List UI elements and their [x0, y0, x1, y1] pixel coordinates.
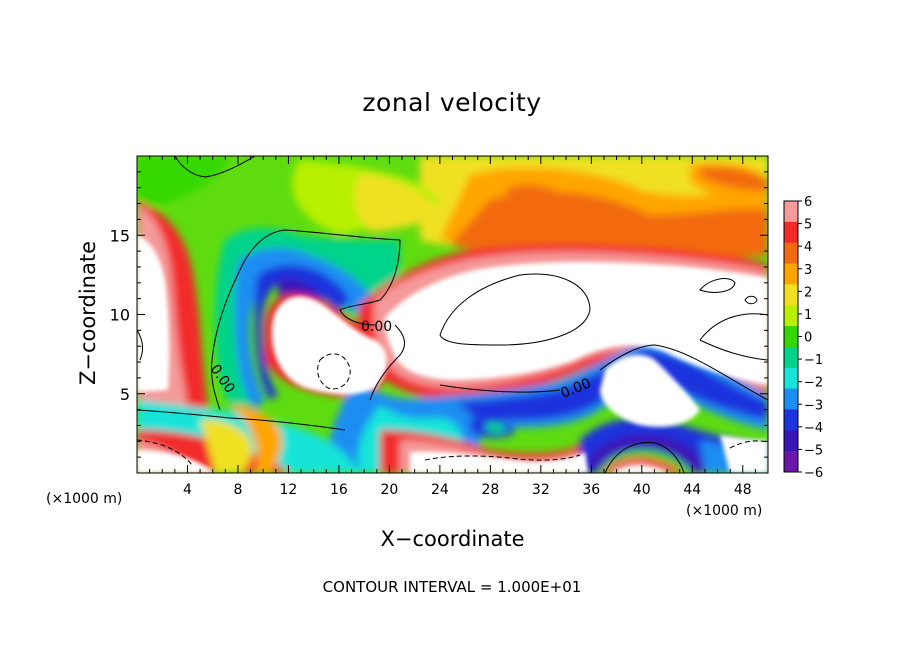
y-tick-label: 15	[110, 226, 130, 245]
colorbar-tick-label: 2	[804, 285, 812, 300]
colorbar-tick-label: −2	[804, 376, 823, 391]
colorbar-swatch	[784, 346, 798, 369]
colorbar-swatch	[784, 284, 798, 306]
chart-title: zonal velocity	[362, 88, 542, 117]
colorbar-swatch	[784, 451, 798, 473]
contour-interval-note: CONTOUR INTERVAL = 1.000E+01	[322, 578, 582, 596]
colorbar-swatch	[784, 430, 798, 452]
x-axis-label: X−coordinate	[380, 527, 525, 551]
x-tick-label: 36	[582, 482, 600, 498]
heatmap-field	[137, 156, 768, 473]
colorbar-swatch	[784, 221, 798, 244]
colorbar-tick-label: −4	[804, 421, 823, 436]
x-tick-label: 40	[633, 482, 651, 498]
x-tick-label: 48	[734, 482, 752, 498]
colorbar-tick-label: −5	[804, 443, 823, 458]
x-axis: 4 8 12 16 20 24 28 32 36 40 44 48	[149, 156, 756, 498]
colorbar-swatch	[784, 263, 798, 285]
colorbar-swatch	[784, 326, 798, 348]
x-tick-label: 8	[233, 482, 242, 498]
colorbar-tick-label: −6	[804, 466, 823, 481]
colorbar: 6 5 4 3 2 1 0 −1 −2 −3 −4 −5 −6	[783, 195, 823, 481]
colorbar-swatch	[784, 367, 798, 390]
x-tick-label: 4	[183, 482, 192, 498]
x-tick-label: 20	[380, 482, 398, 498]
colorbar-tick-label: −1	[804, 353, 823, 368]
x-tick-label: 16	[330, 482, 348, 498]
colorbar-tick-label: 6	[804, 195, 812, 210]
colorbar-swatch	[784, 388, 798, 410]
colorbar-tick-label: −3	[804, 398, 823, 413]
x-tick-label: 28	[481, 482, 499, 498]
x-tick-label: 44	[683, 482, 701, 498]
y-tick-label: 10	[110, 306, 130, 325]
x-unit-label-left: (×1000 m)	[46, 491, 123, 507]
x-tick-label: 12	[280, 482, 298, 498]
x-tick-label: 24	[431, 482, 449, 498]
y-axis-label: Z−coordinate	[76, 241, 100, 385]
colorbar-swatch	[784, 409, 798, 431]
colorbar-tick-label: 3	[804, 263, 812, 278]
contour-label: 0.00	[361, 319, 392, 335]
colorbar-swatch	[784, 242, 798, 265]
x-unit-label-right: (×1000 m)	[686, 503, 763, 519]
colorbar-swatch	[784, 305, 798, 327]
colorbar-tick-label: 0	[804, 331, 812, 346]
colorbar-swatch	[784, 201, 798, 223]
y-tick-label: 5	[120, 385, 130, 404]
colorbar-tick-label: 4	[804, 240, 812, 255]
colorbar-tick-label: 5	[804, 218, 812, 233]
y-axis: 5 10 15	[110, 171, 768, 458]
colorbar-tick-label: 1	[804, 308, 812, 323]
x-tick-label: 32	[532, 482, 550, 498]
